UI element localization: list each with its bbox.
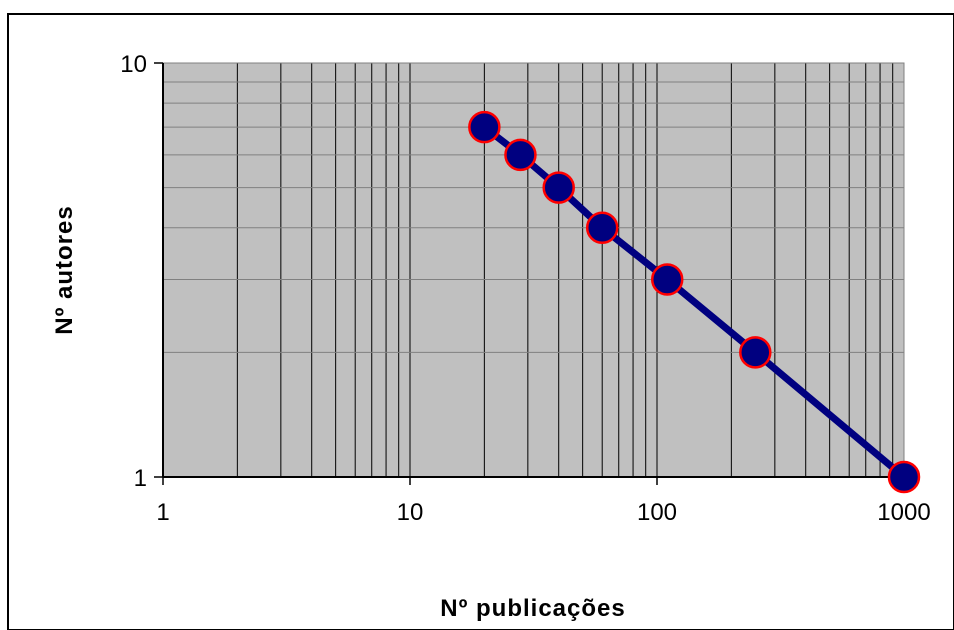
data-point [650, 263, 684, 296]
x-axis-title: Nº publicações [440, 595, 625, 622]
y-tick-label: 10 [120, 51, 147, 78]
x-tick-label: 1 [156, 499, 169, 526]
y-tick-label: 1 [134, 465, 147, 492]
data-point [739, 336, 772, 369]
data-point [585, 211, 619, 244]
x-tick-label: 100 [637, 499, 677, 526]
data-series [468, 110, 921, 494]
y-axis-title: Nº autores [51, 205, 78, 334]
data-point [542, 171, 575, 204]
x-tick-labels: 1 10 100 1000 [156, 499, 930, 526]
data-point [468, 110, 501, 144]
x-tick-label: 1000 [877, 499, 930, 526]
plot-area [163, 63, 904, 477]
data-point [504, 138, 537, 172]
x-tick-label: 10 [397, 499, 424, 526]
data-point [887, 460, 921, 494]
y-tick-labels: 1 10 [120, 51, 147, 492]
